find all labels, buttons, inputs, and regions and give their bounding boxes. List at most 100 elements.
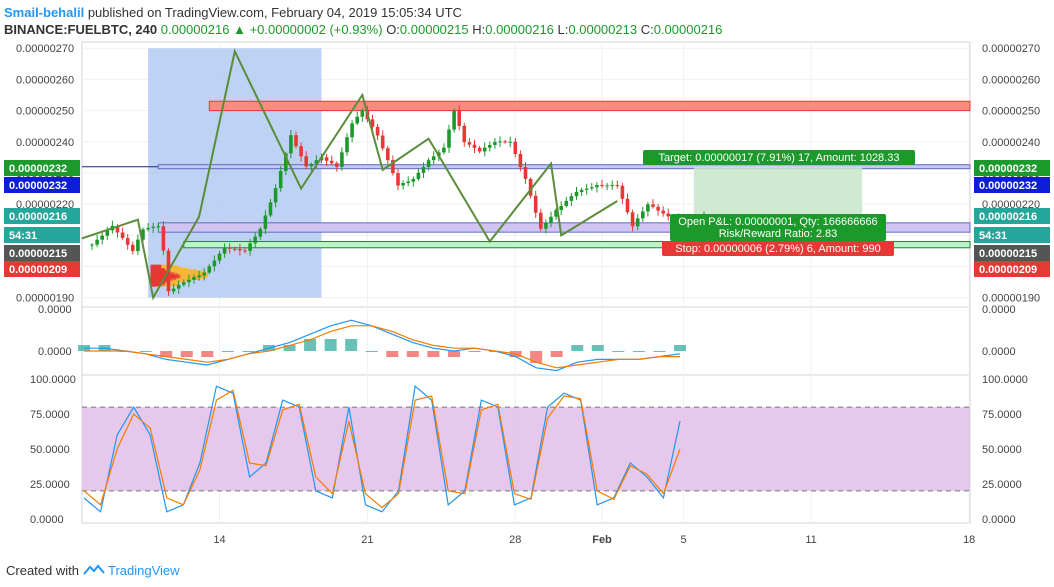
- macd-tick-right: 0.0000: [982, 346, 1016, 358]
- open-pl-text: Open P&L: 0.00000001, Qty: 166666666: [678, 216, 877, 228]
- macd-tick-right: 0.0000: [982, 304, 1016, 316]
- published-text: published on TradingView.com, February 0…: [87, 5, 462, 20]
- resistance-zone: [208, 100, 971, 112]
- candle-body: [651, 204, 655, 207]
- macd-histogram-bar: [324, 339, 337, 351]
- price-axis-label-text: 0.00000209: [979, 264, 1037, 276]
- candle-body: [329, 160, 334, 164]
- candle-body: [380, 135, 385, 149]
- stoch-tick-left: 100.0000: [30, 374, 76, 386]
- macd-histogram-bar: [283, 345, 296, 351]
- candle-body: [462, 125, 467, 143]
- candle-body: [508, 141, 512, 143]
- candle-body: [243, 250, 247, 252]
- symbol-label: BINANCE:FUELBTC, 240: [4, 22, 158, 37]
- macd-histogram-bar: [406, 351, 419, 357]
- macd-histogram-bar: [160, 351, 173, 357]
- y-tick-label-left: 0.00000190: [16, 293, 74, 305]
- candle-body: [477, 147, 482, 152]
- macd-line: [84, 319, 681, 372]
- author-link[interactable]: Smail-behalil: [4, 5, 85, 20]
- price-axis-label-text: 0.00000232: [9, 180, 67, 192]
- candle-body: [370, 119, 375, 127]
- candle-body: [533, 195, 538, 213]
- price-axis-label-bg: [4, 245, 80, 261]
- trading-chart[interactable]: 0.00000270 0.00000270 0.00000260 0.00000260…: [0, 0, 1054, 548]
- y-tick-label-left: 0.00000250: [16, 106, 74, 118]
- candle-body: [569, 196, 574, 201]
- last-price: 0.00000216: [160, 22, 230, 37]
- candle-body: [431, 156, 436, 161]
- price-axis-label-text: 54:31: [979, 230, 1007, 242]
- candle-body: [345, 137, 349, 153]
- candle-body: [100, 235, 104, 240]
- candle-body: [574, 192, 579, 197]
- price-axis-label-text: 0.00000232: [9, 163, 67, 175]
- macd-histogram-bar: [221, 351, 234, 352]
- candle-body: [238, 248, 242, 251]
- candle-body: [549, 216, 553, 224]
- candle-body: [457, 110, 461, 126]
- candle-body: [595, 185, 599, 188]
- price-axis-label-right: 0.00000215: [974, 245, 1050, 261]
- candle-body: [544, 223, 548, 229]
- open-label: O:: [386, 22, 400, 37]
- candle-body: [513, 141, 518, 154]
- tradingview-brand[interactable]: TradingView: [108, 563, 180, 578]
- price-axis-label-text: 54:31: [9, 230, 37, 242]
- candle-body: [391, 160, 395, 174]
- macd-histogram-bar: [571, 345, 584, 351]
- candle-body: [411, 179, 416, 182]
- candle-body: [539, 212, 543, 229]
- target-label: Target: 0.00000017 (7.91%) 17, Amount: 1…: [643, 150, 915, 165]
- candle-body: [222, 247, 227, 254]
- candle-body: [197, 275, 201, 278]
- candle-body: [335, 163, 339, 167]
- candle-body: [661, 210, 665, 214]
- y-tick-label-left: 0.00000270: [16, 43, 74, 55]
- volume-profile-bar: [150, 264, 162, 269]
- candle-body: [156, 226, 161, 228]
- candle-body: [523, 167, 528, 179]
- macd-histogram-bar: [612, 351, 625, 352]
- candle-body: [452, 110, 456, 130]
- volume-profile-bar: [161, 264, 171, 269]
- candle-body: [289, 135, 293, 154]
- macd-tick-left: 0.0000: [38, 304, 72, 316]
- candle-body: [559, 206, 563, 211]
- candle-body: [416, 172, 421, 180]
- price-axis-label-bg: [974, 227, 1050, 243]
- y-tick-label-right: 0.00000270: [982, 43, 1040, 55]
- candle-body: [625, 198, 630, 213]
- price-axis-label-bg: [4, 227, 80, 243]
- candle-body: [176, 284, 181, 289]
- candle-body: [406, 181, 410, 184]
- candle-body: [171, 288, 176, 292]
- candle-body: [360, 110, 365, 117]
- candle-body: [482, 147, 487, 152]
- footer: Created with TradingView: [6, 563, 180, 578]
- y-tick-label-right: 0.00000240: [982, 137, 1040, 149]
- price-axis-label-text: 0.00000216: [979, 211, 1037, 223]
- price-axis-label-text: 0.00000232: [979, 180, 1037, 192]
- candle-body: [294, 135, 298, 147]
- candle-body: [299, 146, 303, 157]
- candle-body: [248, 243, 252, 251]
- price-axis-label-bg: [974, 160, 1050, 176]
- x-tick-label: Feb: [592, 534, 612, 546]
- candle-body: [396, 173, 400, 186]
- candle-body: [146, 227, 150, 230]
- candle-body: [131, 244, 135, 252]
- macd-histogram-bar: [632, 351, 645, 352]
- candle-body: [386, 148, 390, 161]
- price-axis-label-left: 0.00000209: [4, 261, 80, 277]
- candle-body: [355, 116, 359, 124]
- x-tick-label: 11: [805, 534, 816, 546]
- x-tick-label: 14: [213, 534, 225, 546]
- candle-body: [227, 247, 232, 249]
- price-axis-label-left: 0.00000232: [4, 160, 80, 176]
- stoch-tick-left: 50.0000: [30, 444, 70, 456]
- candle-body: [115, 225, 120, 233]
- target-label-text: Target: 0.00000017 (7.91%) 17, Amount: 1…: [659, 152, 900, 164]
- support-zone: [157, 164, 971, 170]
